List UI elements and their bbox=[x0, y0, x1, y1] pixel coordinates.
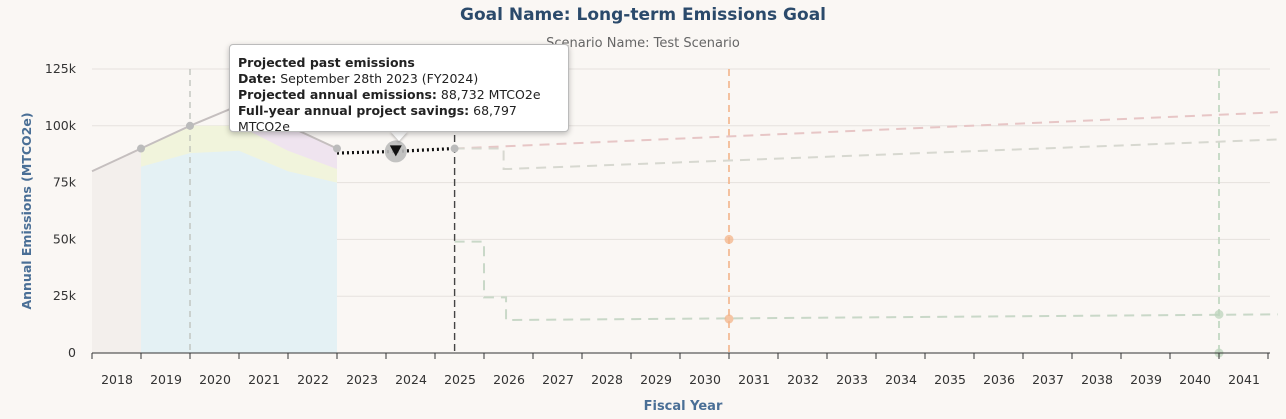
area-historical-gray bbox=[92, 148, 141, 353]
x-tick-label: 2024 bbox=[395, 372, 427, 387]
y-tick-label: 25k bbox=[53, 288, 77, 303]
tooltip-date-row: Date: September 28th 2023 (FY2024) bbox=[238, 71, 560, 87]
tooltip-savings-value: 68,797 MTCO2e bbox=[238, 103, 517, 134]
series-emission-goal bbox=[454, 240, 1278, 322]
x-tick-label: 2021 bbox=[248, 372, 280, 387]
x-tick-label: 2035 bbox=[934, 372, 966, 387]
area-blue bbox=[141, 150, 337, 353]
x-tick-label: 2022 bbox=[297, 372, 329, 387]
tooltip-date-value: September 28th 2023 (FY2024) bbox=[280, 71, 479, 86]
x-tick-label: 2031 bbox=[738, 372, 770, 387]
x-tick-label: 2039 bbox=[1130, 372, 1162, 387]
x-tick-label: 2020 bbox=[199, 372, 231, 387]
x-tick-label: 2034 bbox=[885, 372, 917, 387]
x-axis-label: Fiscal Year bbox=[644, 399, 723, 414]
x-tick-label: 2041 bbox=[1228, 372, 1260, 387]
data-point bbox=[450, 144, 459, 153]
series-business-as-usual bbox=[454, 138, 1278, 170]
y-tick-label: 100k bbox=[45, 118, 77, 133]
x-tick-label: 2023 bbox=[346, 372, 378, 387]
y-axis-label: Annual Emissions (MTCO2e) bbox=[19, 112, 34, 309]
x-tick-label: 2033 bbox=[836, 372, 868, 387]
x-tick-label: 2038 bbox=[1081, 372, 1113, 387]
x-tick-label: 2018 bbox=[101, 372, 133, 387]
x-tick-label: 2037 bbox=[1032, 372, 1064, 387]
x-tick-label: 2025 bbox=[444, 372, 476, 387]
data-point bbox=[333, 144, 341, 153]
tooltip-emissions-value: 88,732 MTCO2e bbox=[440, 87, 541, 102]
chart-subtitle: Scenario Name: Test Scenario bbox=[546, 36, 740, 51]
x-tick-label: 2036 bbox=[983, 372, 1015, 387]
x-tick-label: 2026 bbox=[493, 372, 525, 387]
x-tick-label: 2032 bbox=[787, 372, 819, 387]
data-tooltip: Projected past emissions Date: September… bbox=[229, 44, 569, 135]
data-point bbox=[137, 144, 145, 153]
chart-title: Goal Name: Long-term Emissions Goal bbox=[460, 5, 826, 25]
tooltip-emissions-row: Projected annual emissions: 88,732 MTCO2… bbox=[238, 87, 560, 103]
tooltip-savings-row: Full-year annual project savings: 68,797… bbox=[238, 103, 560, 135]
x-tick-label: 2027 bbox=[542, 372, 574, 387]
tooltip-savings-label: Full-year annual project savings: bbox=[238, 103, 470, 118]
x-tick-label: 2040 bbox=[1179, 372, 1211, 387]
goal-point-goal_2040 bbox=[1214, 309, 1224, 319]
tooltip-arrow bbox=[390, 131, 408, 141]
y-tick-label: 0 bbox=[68, 345, 76, 360]
y-tick-label: 50k bbox=[53, 231, 77, 246]
series-baseline-projection bbox=[454, 111, 1278, 150]
highlighted-point-marker bbox=[389, 145, 402, 157]
y-tick-label: 75k bbox=[53, 175, 77, 190]
x-tick-label: 2029 bbox=[640, 372, 672, 387]
tooltip-emissions-label: Projected annual emissions: bbox=[238, 87, 437, 102]
goal-point-goal_2030 bbox=[724, 314, 734, 324]
goal-point-goal_2030 bbox=[724, 234, 734, 244]
x-tick-label: 2028 bbox=[591, 372, 623, 387]
tooltip-date-label: Date: bbox=[238, 71, 277, 86]
tooltip-title: Projected past emissions bbox=[238, 55, 415, 70]
y-tick-label: 125k bbox=[45, 61, 77, 76]
x-tick-label: 2030 bbox=[689, 372, 721, 387]
data-point bbox=[186, 121, 194, 130]
x-tick-label: 2019 bbox=[150, 372, 182, 387]
